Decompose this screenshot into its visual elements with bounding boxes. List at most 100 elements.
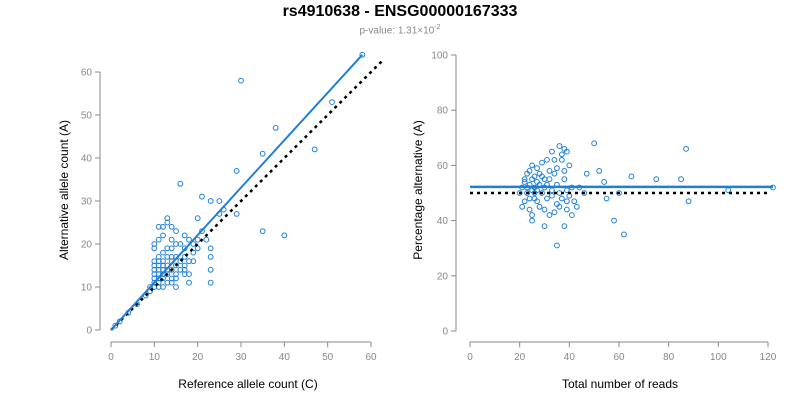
right-data-point: [563, 198, 570, 205]
left-data-point: [164, 215, 171, 222]
right-data-point: [521, 198, 528, 205]
right-data-point: [539, 159, 545, 166]
right-data-point: [526, 206, 533, 213]
right-data-point: [581, 190, 588, 196]
left-y-tick-label: 60: [81, 68, 93, 79]
left-y-tick-label: 30: [81, 197, 93, 208]
left-data-point: [207, 279, 214, 286]
left-data-point: [151, 241, 158, 247]
left-data-point: [194, 245, 201, 252]
right-data-point: [563, 148, 570, 155]
chart-title: rs4910638 - ENSG00000167333: [282, 3, 518, 20]
right-data-point: [524, 190, 531, 196]
left-data-point: [177, 241, 184, 247]
right-data-point: [516, 190, 523, 196]
left-data-point: [207, 245, 214, 252]
left-data-point: [181, 254, 188, 260]
left-data-point: [177, 258, 184, 265]
right-data-point: [678, 176, 684, 183]
left-data-point: [160, 258, 166, 265]
left-data-point: [160, 284, 166, 290]
left-data-point: [181, 266, 188, 273]
left-data-point: [199, 193, 205, 200]
right-data-point: [519, 203, 526, 210]
right-data-point: [571, 198, 578, 205]
right-y-tick-label: 80: [437, 106, 449, 117]
left-data-point: [186, 271, 192, 278]
left-data-point: [173, 271, 179, 278]
left-x-tick-label: 20: [192, 352, 204, 363]
right-data-point: [601, 179, 607, 185]
left-data-point: [168, 245, 175, 252]
left-y-tick-label: 20: [81, 240, 93, 251]
right-data-point: [556, 143, 563, 149]
left-data-point: [160, 249, 166, 256]
left-data-point: [173, 228, 179, 235]
left-data-point: [281, 232, 288, 239]
right-x-tick-label: 80: [663, 352, 675, 363]
right-data-point: [521, 176, 528, 183]
right-data-point: [561, 168, 568, 174]
right-data-point: [653, 176, 660, 183]
right-data-point: [549, 148, 555, 155]
right-data-point: [541, 223, 548, 230]
left-data-point: [190, 249, 197, 256]
left-y-tick-label: 50: [81, 111, 93, 122]
left-data-point: [207, 266, 214, 273]
right-data-point: [556, 203, 563, 210]
p-value-exponent: -2: [434, 24, 441, 31]
right-data-point: [551, 209, 558, 216]
left-data-point: [199, 228, 205, 235]
right-data-point: [531, 173, 538, 180]
right-data-point: [546, 168, 553, 174]
right-data-point: [561, 223, 568, 230]
left-data-point: [259, 228, 266, 235]
right-data-point: [536, 203, 543, 210]
right-data-point: [551, 170, 558, 177]
right-x-tick-label: 0: [467, 352, 473, 363]
left-data-point: [177, 180, 184, 187]
right-data-point: [583, 170, 590, 177]
right-data-point: [616, 190, 622, 196]
right-data-point: [611, 217, 617, 224]
right-data-point: [558, 151, 565, 158]
left-data-point: [112, 322, 119, 329]
left-data-point: [203, 236, 210, 243]
right-data-point: [544, 156, 550, 163]
left-data-point: [186, 236, 192, 243]
right-data-point: [551, 156, 558, 163]
right-data-point: [546, 212, 553, 218]
right-data-point: [561, 176, 568, 183]
right-data-point: [526, 168, 533, 174]
left-data-point: [194, 236, 201, 243]
right-y-tick-label: 0: [442, 327, 448, 338]
right-data-point: [621, 231, 627, 238]
right-x-tick-label: 120: [760, 352, 777, 363]
left-x-tick-label: 40: [279, 352, 291, 363]
right-data-point: [549, 187, 555, 194]
right-x-tick-label: 100: [710, 352, 727, 363]
right-data-point: [628, 173, 635, 180]
left-fit-line: [110, 54, 364, 331]
right-data-point: [539, 190, 545, 196]
left-y-tick-label: 40: [81, 154, 93, 165]
right-x-tick-label: 60: [613, 352, 625, 363]
right-y-tick-label: 40: [437, 216, 449, 227]
chart-subtitle: p-value: 1.31×10-2: [0, 24, 800, 36]
right-data-point: [529, 162, 535, 169]
right-data-point: [591, 140, 598, 147]
left-data-point: [272, 125, 279, 131]
right-plot-area: 0 20 40 60 80 100 120 0 20 40 60 80 100: [431, 51, 776, 364]
right-data-point: [529, 217, 535, 224]
left-x-tick-label: 60: [365, 352, 377, 363]
right-x-tick-label: 40: [564, 352, 576, 363]
left-data-point: [194, 215, 201, 222]
left-data-point: [329, 99, 335, 105]
left-x-tick-label: 0: [108, 352, 114, 363]
left-data-point: [190, 241, 197, 247]
right-y-tick-label: 60: [437, 161, 449, 172]
right-data-point: [541, 206, 548, 213]
p-value-text: p-value: 1.31×10: [359, 25, 435, 37]
left-x-tick-label: 50: [322, 352, 334, 363]
